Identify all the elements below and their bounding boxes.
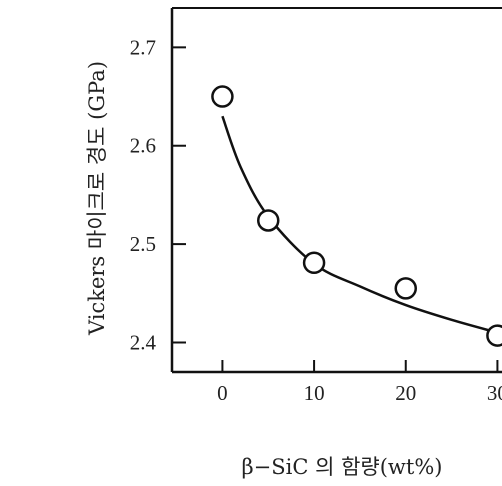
data-point <box>257 209 280 232</box>
y-tick-label: 2.4 <box>130 330 157 354</box>
plot-frame <box>170 7 502 374</box>
fit-curve <box>221 115 498 334</box>
data-points <box>211 85 502 347</box>
y-tick-label: 2.5 <box>130 232 156 256</box>
y-tick-label: 2.7 <box>130 35 156 59</box>
x-tick-label: 10 <box>304 381 325 405</box>
x-ticks: 0 10 20 30 <box>217 360 502 405</box>
data-point <box>211 85 234 108</box>
x-tick-label: 20 <box>395 381 416 405</box>
y-axis-label: Vickers 마이크로 경도 (GPa) <box>85 61 109 336</box>
data-point <box>394 277 417 300</box>
data-point <box>486 324 502 347</box>
data-point <box>302 251 326 275</box>
y-ticks: 2.4 2.5 2.6 2.7 <box>130 35 186 354</box>
x-tick-label: 0 <box>217 381 228 405</box>
y-tick-label: 2.6 <box>130 134 156 158</box>
x-axis-label: β−SiC 의 함량(wt%) <box>242 455 443 479</box>
x-tick-label: 30 <box>487 381 502 405</box>
